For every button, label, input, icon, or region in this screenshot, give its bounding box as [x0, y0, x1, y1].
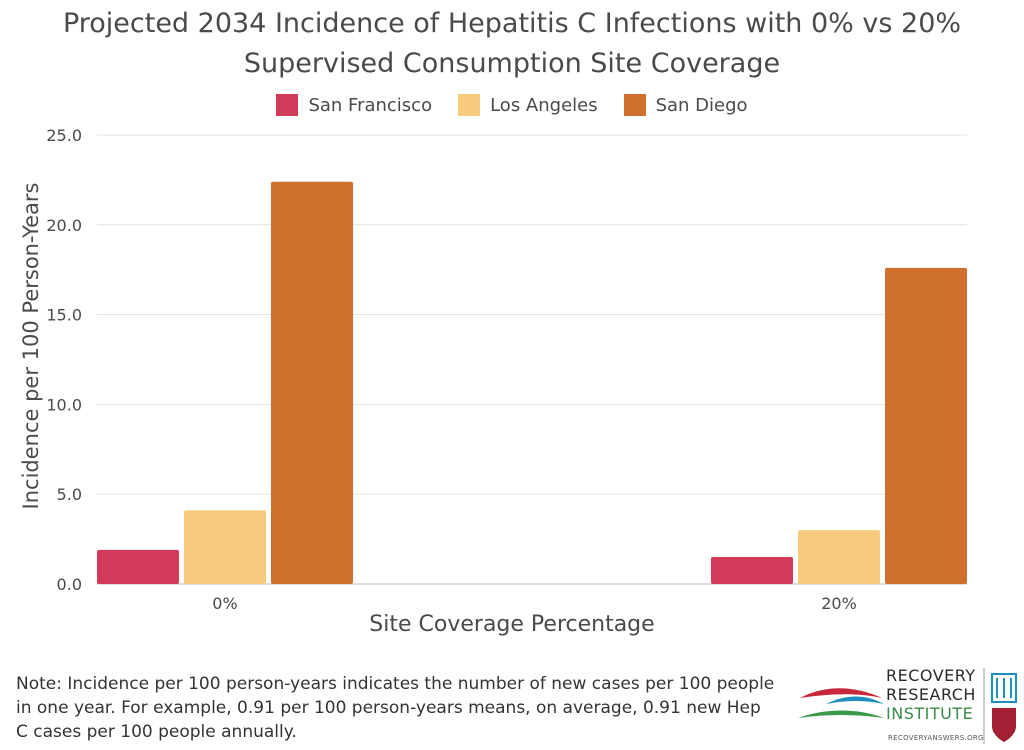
legend-swatch-los-angeles — [458, 94, 481, 116]
y-tick-label: 0.0 — [57, 575, 82, 594]
x-tick-label: 20% — [821, 594, 857, 613]
y-tick-label: 15.0 — [46, 306, 82, 325]
y-tick-label: 10.0 — [46, 395, 82, 414]
bar-chart: 0.0 5.0 10.0 15.0 20.0 25.0 0% 20% Incidence p… — [19, 126, 967, 637]
legend-item-los-angeles: Los Angeles — [458, 94, 598, 116]
y-axis-ticks: 0.0 5.0 10.0 15.0 20.0 25.0 — [46, 126, 82, 594]
x-axis-label: Site Coverage Percentage — [369, 612, 654, 637]
x-tick-label: 0% — [212, 594, 237, 613]
bar-san-diego-1 — [885, 267, 967, 584]
bar-san-francisco-1 — [711, 557, 793, 584]
recovery-research-institute-logo: RECOVERY RESEARCH INSTITUTE RECOVERYANSW… — [796, 664, 1024, 750]
logo-line-1: RECOVERY — [886, 666, 976, 685]
legend-swatch-san-diego — [623, 94, 646, 116]
logo-text: RECOVERY RESEARCH INSTITUTE — [886, 666, 976, 723]
legend-item-san-diego: San Diego — [623, 94, 748, 116]
bars — [97, 181, 967, 585]
legend-label-san-francisco: San Francisco — [308, 94, 433, 116]
y-tick-label: 25.0 — [46, 126, 82, 145]
footnote: Note: Incidence per 100 person-years ind… — [16, 674, 775, 742]
bar-san-francisco-0 — [97, 549, 179, 584]
y-tick-label: 20.0 — [46, 216, 82, 235]
chart-title: Projected 2034 Incidence of Hepatitis C … — [0, 4, 1024, 84]
bar-los-angeles-0 — [184, 510, 266, 584]
logo-url: RECOVERYANSWERS.ORG — [888, 734, 984, 742]
x-axis-ticks: 0% 20% — [212, 594, 856, 613]
chart-legend: San Francisco Los Angeles San Diego — [0, 94, 1024, 116]
bar-los-angeles-1 — [798, 530, 880, 584]
chart-title-line-1: Projected 2034 Incidence of Hepatitis C … — [62, 8, 962, 39]
chart-title-line-2: Supervised Consumption Site Coverage — [243, 48, 781, 79]
y-axis-label: Incidence per 100 Person-Years — [19, 183, 43, 510]
legend-swatch-san-francisco — [276, 94, 299, 116]
legend-label-los-angeles: Los Angeles — [490, 94, 598, 116]
logo-line-3: INSTITUTE — [886, 704, 974, 723]
logo-line-2: RESEARCH — [886, 685, 976, 704]
logo-swoosh-icon — [798, 668, 1017, 744]
legend-label-san-diego: San Diego — [655, 94, 748, 116]
bar-san-diego-0 — [271, 181, 353, 585]
legend-item-san-francisco: San Francisco — [276, 94, 432, 116]
y-tick-label: 5.0 — [57, 485, 82, 504]
